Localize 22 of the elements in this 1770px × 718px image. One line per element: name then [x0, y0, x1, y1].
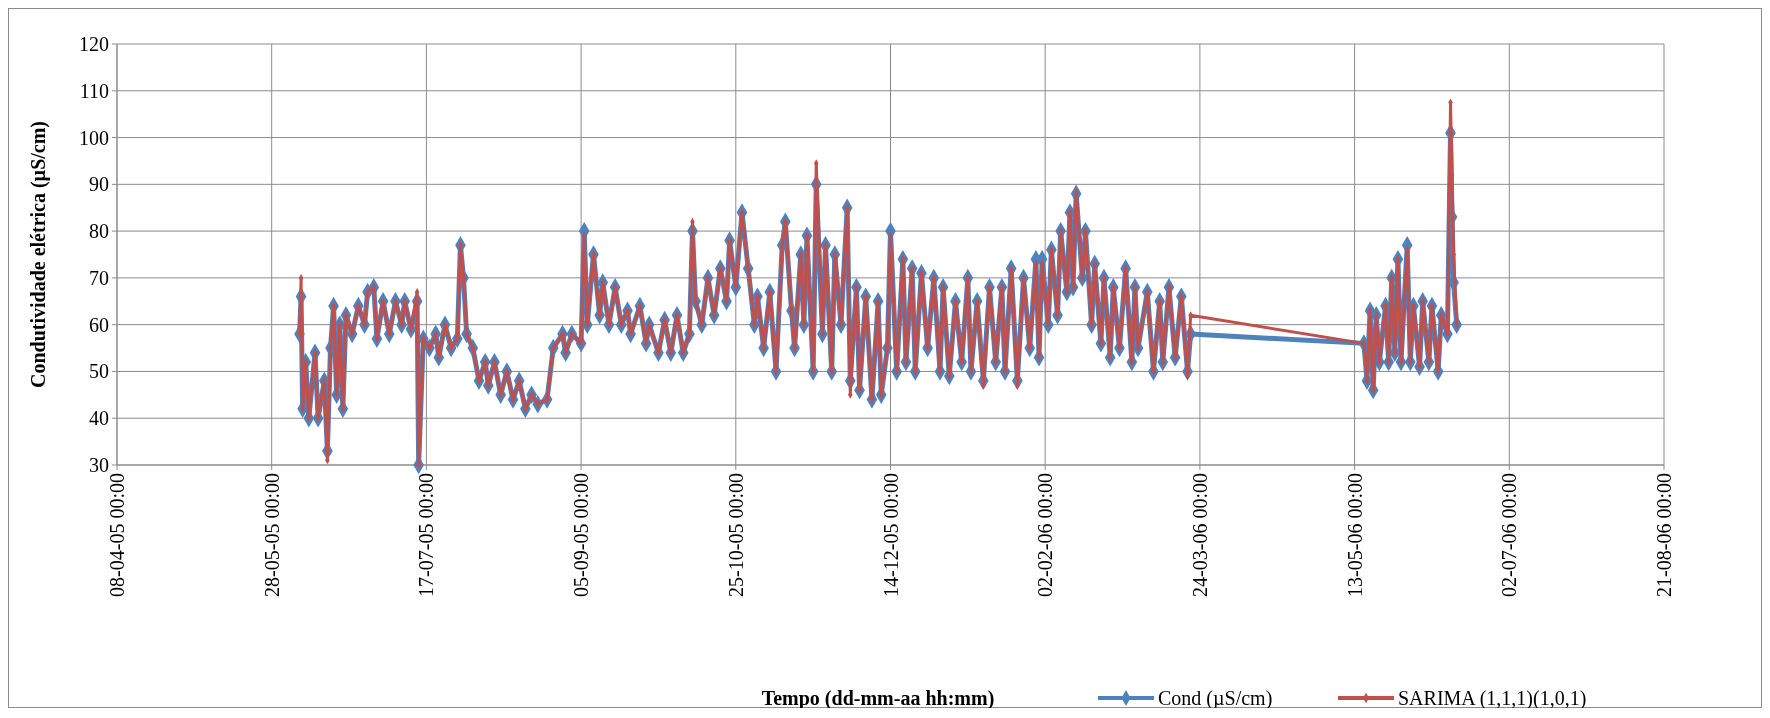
x-tick-label: 24-03-06 00:00 — [1188, 473, 1211, 597]
x-tick-label: 25-10-05 00:00 — [724, 473, 747, 597]
y-tick-label: 30 — [89, 454, 109, 476]
y-tick-label: 120 — [79, 33, 109, 55]
y-tick-label: 90 — [89, 173, 109, 196]
y-tick-label: 60 — [89, 313, 109, 336]
y-axis-title: Condutividade elétrica (µS/cm) — [27, 120, 50, 389]
x-tick-label: 05-09-05 00:00 — [570, 473, 593, 597]
x-tick-label: 14-12-05 00:00 — [879, 473, 902, 597]
y-tick-label: 110 — [79, 79, 109, 102]
x-tick-label: 08-04-05 00:00 — [106, 473, 128, 597]
x-tick-label: 21-08-06 00:00 — [1653, 473, 1675, 597]
x-tick-label: 28-05-05 00:00 — [260, 473, 283, 597]
y-tick-label: 100 — [79, 126, 109, 149]
y-tick-label: 50 — [89, 360, 109, 383]
y-tick-label: 40 — [89, 407, 109, 430]
x-tick-label: 02-02-06 00:00 — [1034, 473, 1057, 597]
y-tick-label: 80 — [89, 220, 109, 243]
x-tick-label: 17-07-05 00:00 — [415, 473, 438, 597]
y-tick-label: 70 — [89, 266, 109, 289]
x-tick-label: 02-07-06 00:00 — [1498, 473, 1521, 597]
x-tick-label: 13-05-06 00:00 — [1343, 473, 1366, 597]
